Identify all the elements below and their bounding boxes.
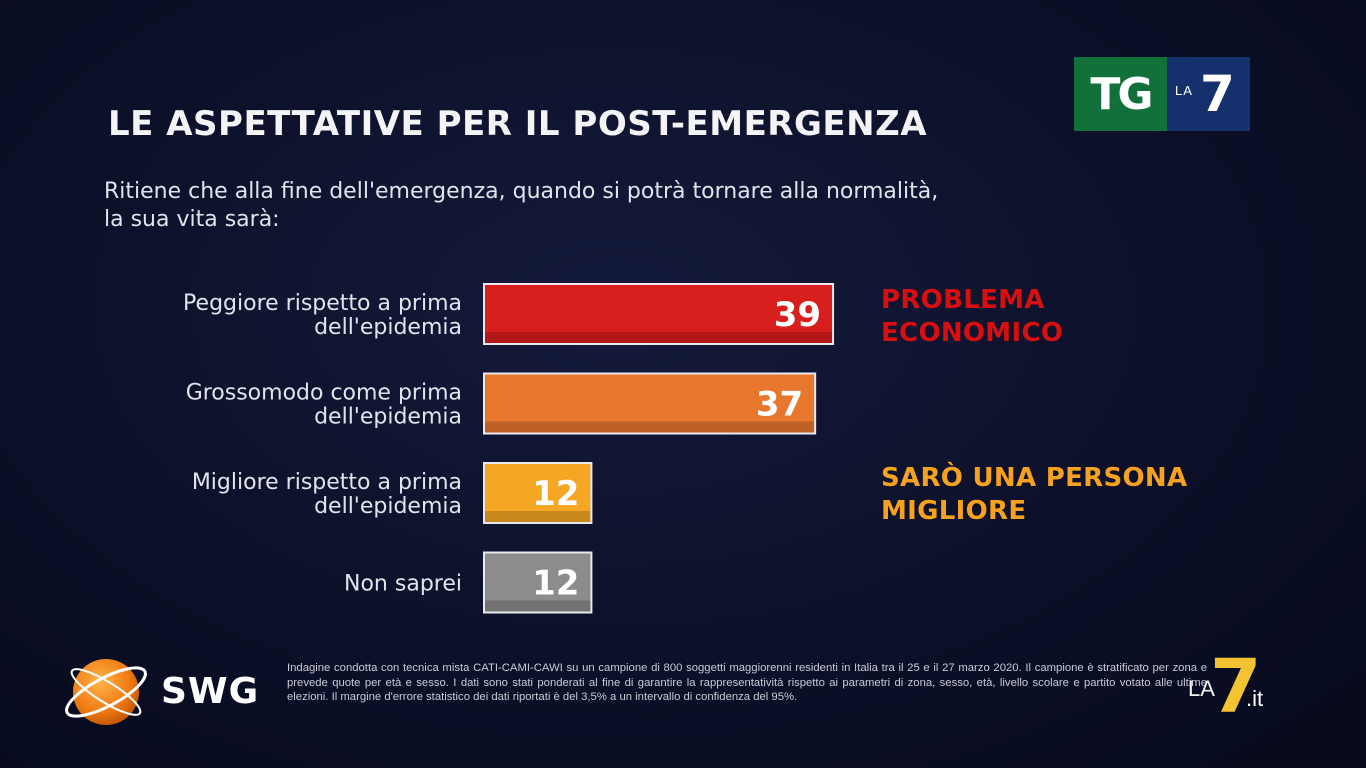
la7-logo-mark: LA 7	[1167, 57, 1250, 131]
category-label: dell'epidemia	[314, 405, 462, 430]
annotation-better-person: SARÒ UNA PERSONA MIGLIORE	[881, 462, 1187, 528]
category-label: dell'epidemia	[314, 494, 462, 519]
bar-group: 12 Non saprei	[344, 551, 593, 614]
category-label: dell'epidemia	[314, 315, 462, 340]
bar-shade	[485, 421, 815, 433]
la7-it-corner-logo: 7 LA .it	[1188, 644, 1288, 730]
bar	[483, 372, 817, 435]
category-label: Migliore rispetto a prima	[192, 470, 462, 495]
la7-logo-seven: 7	[1200, 65, 1235, 123]
annotation-economic-problem: PROBLEMA ECONOMICO	[881, 284, 1063, 350]
swg-globe-logo-icon	[65, 659, 147, 725]
bar	[483, 462, 593, 524]
la7-corner-seven: 7	[1210, 644, 1262, 730]
annotation-economic-problem-line1: PROBLEMA	[881, 285, 1045, 315]
la7-corner-la: LA	[1188, 676, 1215, 701]
bar	[483, 283, 835, 345]
bar-value-label: 12	[532, 474, 579, 514]
annotation-better-person-line2: MIGLIORE	[881, 496, 1027, 526]
category-label: Non saprei	[344, 572, 462, 597]
la7-logo-la: LA	[1175, 83, 1193, 98]
survey-question: Ritiene che alla fine dell'emergenza, qu…	[104, 178, 1104, 234]
chart-title: LE ASPETTATIVE PER IL POST-EMERGENZA	[108, 104, 928, 144]
bar-shade	[485, 600, 591, 612]
category-label: Grossomodo come prima	[186, 381, 462, 406]
bar-value-label: 39	[774, 295, 821, 335]
category-label: Peggiore rispetto a prima	[183, 291, 462, 316]
methodology-footnote: Indagine condotta con tecnica mista CATI…	[287, 662, 1207, 703]
la7-corner-it: .it	[1246, 686, 1264, 711]
bar-value-label: 37	[756, 385, 803, 425]
bar-shade	[485, 332, 833, 343]
annotation-better-person-line1: SARÒ UNA PERSONA	[881, 463, 1188, 493]
bar	[483, 551, 593, 614]
question-line-1: Ritiene che alla fine dell'emergenza, qu…	[104, 179, 939, 204]
annotation-economic-problem-line2: ECONOMICO	[881, 318, 1064, 348]
bar-shade	[485, 511, 591, 522]
swg-logo-text: SWG	[161, 671, 260, 712]
tg-la7-logo: TG LA 7	[1074, 57, 1250, 131]
bar-value-label: 12	[532, 564, 579, 604]
question-line-2: la sua vita sarà:	[104, 207, 280, 232]
tg-logo-text: TG	[1074, 57, 1167, 131]
